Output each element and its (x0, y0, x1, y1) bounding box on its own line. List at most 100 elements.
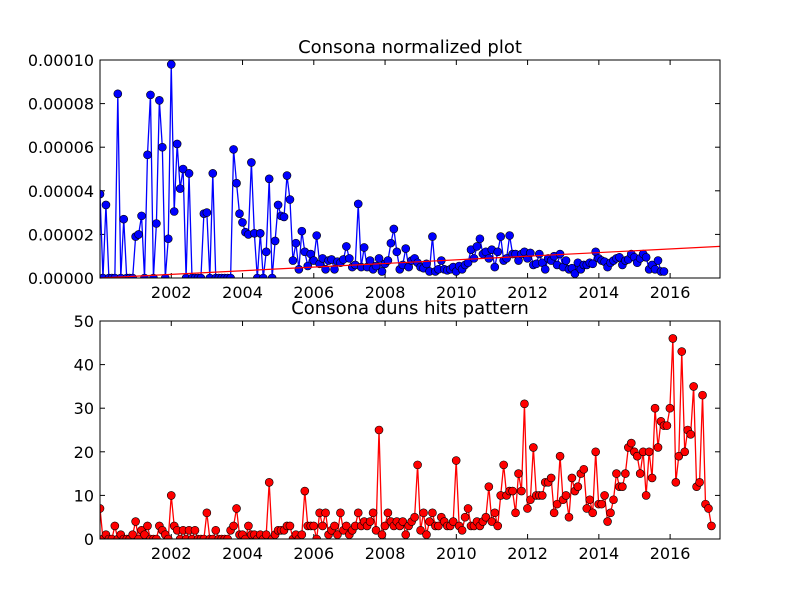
data-point (642, 491, 650, 499)
y-tick-label: 0.00006 (28, 138, 94, 157)
y-tick-label: 0.00000 (28, 269, 94, 288)
data-point (494, 522, 502, 530)
data-point (354, 509, 362, 517)
data-point (627, 439, 635, 447)
data-point (556, 452, 564, 460)
data-point (384, 509, 392, 517)
chart-title: Consona normalized plot (298, 37, 522, 58)
data-point (375, 426, 383, 434)
data-point (286, 196, 294, 204)
x-tick-label: 2004 (222, 283, 263, 302)
data-point (170, 208, 178, 216)
data-point (568, 474, 576, 482)
data-point (523, 504, 531, 512)
data-point (366, 518, 374, 526)
data-point (648, 474, 656, 482)
data-point (604, 518, 612, 526)
data-point (420, 509, 428, 517)
data-point (621, 470, 629, 478)
data-point (704, 504, 712, 512)
data-point (678, 348, 686, 356)
data-point (461, 513, 469, 521)
data-point (550, 509, 558, 517)
y-tick-label: 50 (74, 312, 94, 331)
y-tick-label: 0.00008 (28, 95, 94, 114)
data-point (506, 231, 514, 239)
data-point (173, 140, 181, 148)
data-point (330, 522, 338, 530)
data-point (158, 143, 166, 151)
y-tick-label: 0 (84, 530, 94, 549)
data-point (230, 145, 238, 153)
data-point (612, 470, 620, 478)
y-tick-label: 0.00004 (28, 182, 94, 201)
data-point (236, 210, 244, 218)
chart-title: Consona duns hits pattern (291, 298, 529, 319)
x-tick-label: 2016 (650, 544, 691, 563)
data-point (191, 526, 199, 534)
data-point (120, 215, 128, 223)
data-point (265, 175, 273, 183)
data-point (212, 526, 220, 534)
data-point (102, 201, 110, 209)
data-point (342, 242, 350, 250)
data-point (547, 474, 555, 482)
data-point (565, 513, 573, 521)
x-tick-label: 2004 (222, 544, 263, 563)
data-point (423, 531, 431, 539)
data-point (592, 448, 600, 456)
data-point (509, 487, 517, 495)
data-point (146, 91, 154, 99)
x-tick-label: 2012 (507, 544, 548, 563)
data-point (135, 230, 143, 238)
data-point (298, 531, 306, 539)
data-point (114, 90, 122, 98)
data-point (494, 248, 502, 256)
data-point (132, 518, 140, 526)
x-tick-label: 2002 (151, 544, 192, 563)
data-point (295, 265, 303, 273)
data-point (598, 500, 606, 508)
data-point (143, 151, 151, 159)
data-point (280, 213, 288, 221)
data-point (138, 212, 146, 220)
data-point (167, 60, 175, 68)
data-point (298, 227, 306, 235)
data-point (529, 443, 537, 451)
data-point (390, 225, 398, 233)
y-tick-label: 40 (74, 356, 94, 375)
data-point (378, 531, 386, 539)
data-point (669, 334, 677, 342)
data-point (393, 248, 401, 256)
data-point (428, 509, 436, 517)
data-point (354, 200, 362, 208)
data-point (687, 430, 695, 438)
data-point (491, 263, 499, 271)
data-point (607, 509, 615, 517)
data-point (574, 483, 582, 491)
data-point (696, 478, 704, 486)
data-point (642, 253, 650, 261)
x-tick-label: 2014 (578, 544, 619, 563)
data-point (428, 233, 436, 241)
data-point (209, 169, 217, 177)
data-point (589, 509, 597, 517)
data-point (473, 242, 481, 250)
data-point (319, 522, 327, 530)
data-point (663, 422, 671, 430)
data-point (476, 235, 484, 243)
data-point (176, 185, 184, 193)
data-point (414, 461, 422, 469)
data-point (238, 218, 246, 226)
data-point (111, 522, 119, 530)
data-point (289, 257, 297, 265)
data-point (233, 179, 241, 187)
data-point (336, 509, 344, 517)
x-tick-label: 2006 (293, 544, 334, 563)
data-point (672, 478, 680, 486)
data-point (411, 513, 419, 521)
data-point (164, 235, 172, 243)
data-point (538, 491, 546, 499)
y-tick-label: 0.00010 (28, 51, 94, 70)
